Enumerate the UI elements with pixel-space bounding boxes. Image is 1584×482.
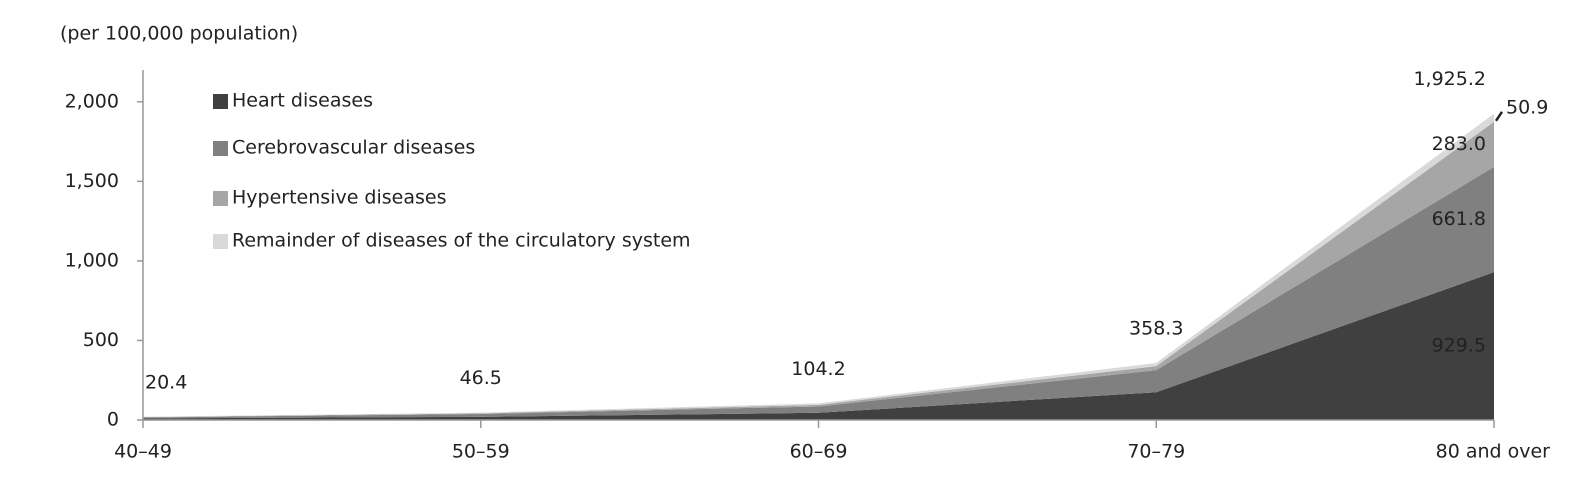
area <box>143 272 1494 420</box>
leader-line <box>1494 111 1504 122</box>
y-tick-label: 500 <box>83 329 119 351</box>
value-label: 50.9 <box>1506 96 1548 118</box>
value-label: 661.8 <box>1432 208 1486 230</box>
total-label: 20.4 <box>145 371 187 393</box>
legend-swatch <box>213 234 228 249</box>
x-tick-label: 70–79 <box>1127 441 1185 463</box>
y-axis-label: (per 100,000 population) <box>60 23 298 45</box>
total-label: 46.5 <box>460 367 502 389</box>
x-tick-label: 40–49 <box>114 441 172 463</box>
y-tick-label: 1,000 <box>65 249 119 271</box>
x-tick-label: 60–69 <box>790 441 848 463</box>
y-tick-label: 1,500 <box>65 170 119 192</box>
y-tick-label: 0 <box>107 409 119 431</box>
legend-label: Heart diseases <box>232 90 373 112</box>
legend-swatch <box>213 141 228 156</box>
legend-label: Remainder of diseases of the circulatory… <box>232 230 691 252</box>
legend-label: Hypertensive diseases <box>232 187 446 209</box>
value-label: 283.0 <box>1432 133 1486 155</box>
legend-swatch <box>213 191 228 206</box>
legend-swatch <box>213 94 228 109</box>
total-label: 1,925.2 <box>1413 68 1486 90</box>
total-label: 104.2 <box>791 358 845 380</box>
total-label: 358.3 <box>1129 317 1183 339</box>
value-label: 929.5 <box>1432 335 1486 357</box>
legend-label: Cerebrovascular diseases <box>232 137 475 159</box>
x-tick-label: 50–59 <box>452 441 510 463</box>
x-tick-label: 80 and over <box>1436 441 1551 463</box>
y-tick-label: 2,000 <box>65 90 119 112</box>
